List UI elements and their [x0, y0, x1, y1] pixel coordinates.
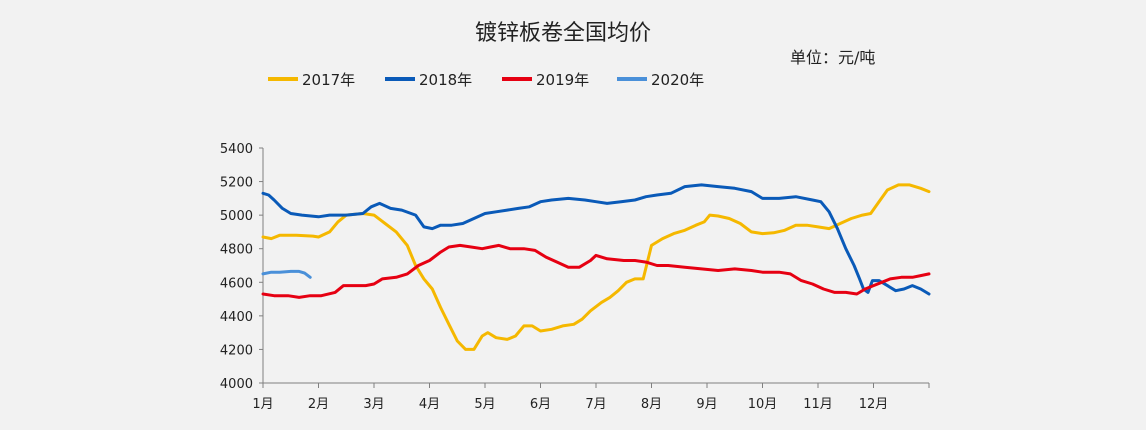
legend-label: 2017年	[302, 71, 355, 89]
y-tick-label: 4600	[220, 276, 253, 291]
x-tick-label: 9月	[696, 397, 717, 412]
x-tick-label: 10月	[748, 397, 778, 412]
y-axis: 4000 4200 4400 4600 4800 5000 5200 5400	[220, 142, 264, 392]
x-tick-label: 7月	[585, 397, 606, 412]
x-tick-label: 3月	[363, 397, 384, 412]
y-tick-label: 4200	[220, 343, 253, 358]
x-tick-label: 11月	[803, 397, 833, 412]
legend-label: 2019年	[536, 71, 589, 89]
x-tick-label: 5月	[474, 397, 495, 412]
x-tick-label: 2月	[308, 397, 329, 412]
chart-title: 镀锌板卷全国均价	[475, 21, 651, 46]
y-tick-label: 4400	[220, 310, 253, 325]
series-line-2	[261, 183, 931, 296]
series-group	[261, 183, 931, 351]
x-tick-label: 12月	[859, 397, 889, 412]
series-line-4	[261, 269, 312, 279]
y-tick-label: 4000	[220, 377, 253, 392]
y-tick-label: 5000	[220, 209, 253, 224]
legend-item: 2020年	[617, 71, 704, 89]
series-line-1	[261, 183, 931, 351]
legend-item: 2017年	[268, 71, 355, 89]
x-tick-label: 6月	[530, 397, 551, 412]
unit-label: 单位：元/吨	[790, 48, 875, 67]
y-tick-label: 5200	[220, 176, 253, 191]
legend: 2017年 2018年 2019年 2020年	[268, 71, 704, 89]
x-tick-label: 1月	[252, 397, 273, 412]
x-tick-label: 8月	[641, 397, 662, 412]
legend-label: 2020年	[651, 71, 704, 89]
x-tick-label: 4月	[419, 397, 440, 412]
legend-item: 2018年	[385, 71, 472, 89]
legend-label: 2018年	[419, 71, 472, 89]
series-line-3	[261, 243, 931, 299]
y-tick-label: 4800	[220, 243, 253, 258]
y-tick-label: 5400	[220, 142, 253, 157]
x-axis: 1月 2月 3月 4月 5月 6月 7月 8月 9月 10月 11月 12月	[252, 382, 930, 412]
legend-item: 2019年	[502, 71, 589, 89]
